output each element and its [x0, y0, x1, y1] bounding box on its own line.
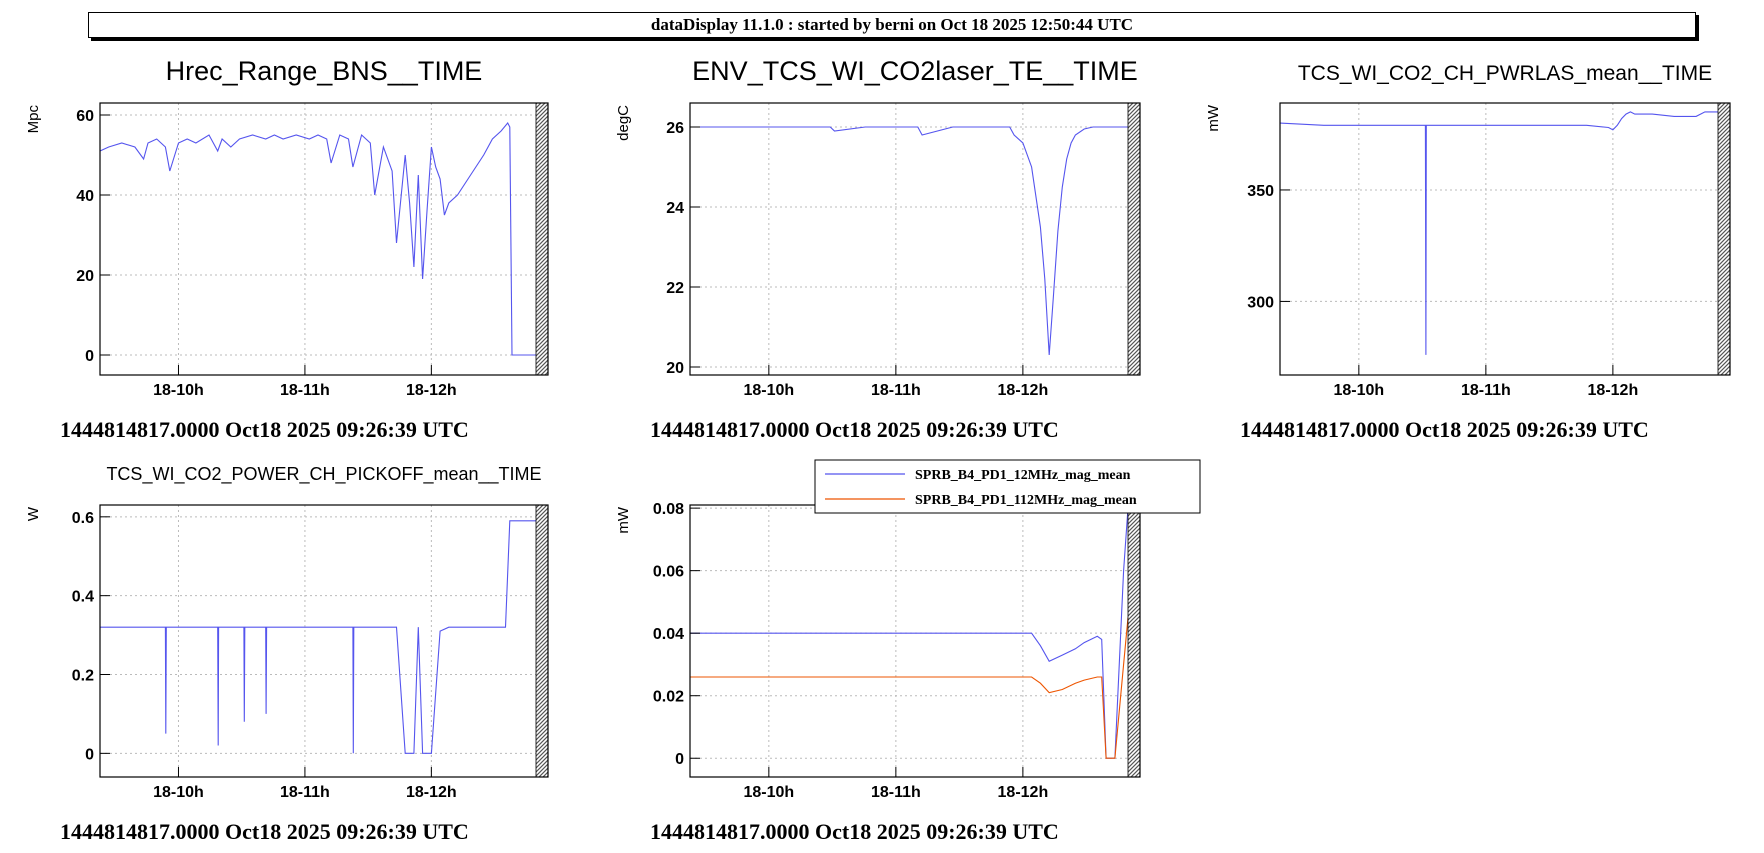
y-tick-label: 0.02 — [653, 689, 684, 706]
banner: dataDisplay 11.1.0 : started by berni on… — [88, 12, 1696, 38]
x-tick-label: 18-12h — [1588, 382, 1639, 399]
y-tick-label: 0 — [85, 348, 94, 365]
timestamp: 1444814817.0000 Oct18 2025 09:26:39 UTC — [650, 417, 1059, 442]
x-tick-label: 18-10h — [743, 784, 794, 801]
x-tick-label: 18-11h — [280, 382, 330, 399]
chart-3: TCS_WI_CO2_CH_PWRLAS_mean__TIME mW 300 350 1… — [1205, 62, 1731, 442]
hatch-band — [535, 102, 549, 376]
y-tick-label: 0.04 — [653, 626, 684, 643]
chart-title: TCS_WI_CO2_POWER_CH_PICKOFF_mean__TIME — [106, 464, 541, 485]
y-tick-label: 0.2 — [72, 668, 94, 685]
series-line-1 — [1279, 111, 1718, 355]
plot-frame — [1279, 102, 1731, 376]
y-tick-label: 20 — [666, 360, 684, 377]
y-tick-label: 300 — [1247, 294, 1274, 311]
chart-title: TCS_WI_CO2_CH_PWRLAS_mean__TIME — [1298, 62, 1712, 85]
series-line-1 — [99, 122, 536, 356]
series-line-1 — [690, 508, 1129, 759]
y-axis-label: mW — [615, 506, 632, 533]
chart-1: Hrec_Range_BNS__TIME Mpc 0 20 40 60 18-10h 18-1… — [25, 56, 549, 442]
y-tick-label: 60 — [76, 108, 94, 125]
x-tick-label: 18-11h — [1461, 382, 1511, 399]
x-tick-label: 18-12h — [998, 382, 1049, 399]
timestamp: 1444814817.0000 Oct18 2025 09:26:39 UTC — [650, 819, 1059, 844]
y-tick-label: 20 — [76, 268, 94, 285]
x-tick-label: 18-11h — [871, 382, 921, 399]
x-tick-label: 18-10h — [743, 382, 794, 399]
x-tick-label: 18-10h — [153, 382, 204, 399]
hatch-band — [535, 504, 549, 778]
x-tick-label: 18-10h — [153, 784, 204, 801]
y-tick-label: 40 — [76, 188, 94, 205]
y-tick-label: 0.4 — [72, 589, 94, 606]
x-tick-label: 18-12h — [998, 784, 1049, 801]
y-axis-label: W — [25, 506, 42, 521]
x-tick-label: 18-11h — [280, 784, 330, 801]
plot-frame — [689, 102, 1141, 376]
y-tick-label: 24 — [666, 200, 684, 217]
plot-frame — [99, 504, 549, 778]
y-axis-label: mW — [1205, 104, 1222, 131]
timestamp: 1444814817.0000 Oct18 2025 09:26:39 UTC — [60, 417, 469, 442]
timestamp: 1444814817.0000 Oct18 2025 09:26:39 UTC — [60, 819, 469, 844]
x-tick-label: 18-11h — [871, 784, 921, 801]
chart-5: mW 0 0.02 0.04 0.06 0.08 18-10h 18-11h 18-12h 144… — [615, 459, 1201, 844]
chart-4: TCS_WI_CO2_POWER_CH_PICKOFF_mean__TIME W 0… — [25, 464, 549, 844]
x-tick-label: 18-10h — [1333, 382, 1384, 399]
y-axis-label: degC — [615, 105, 632, 141]
chart-2: ENV_TCS_WI_CO2laser_TE__TIME degC 20 22 24 26… — [615, 56, 1141, 442]
y-tick-label: 0.08 — [653, 501, 684, 518]
y-tick-label: 0.6 — [72, 510, 94, 527]
y-tick-label: 0.06 — [653, 564, 684, 581]
y-axis-label: Mpc — [25, 105, 42, 134]
series-line-2 — [690, 617, 1129, 759]
x-tick-label: 18-12h — [406, 382, 457, 399]
chart-title: ENV_TCS_WI_CO2laser_TE__TIME — [692, 56, 1138, 86]
plot-frame — [99, 102, 549, 376]
y-tick-label: 0 — [85, 746, 94, 763]
y-tick-label: 22 — [666, 280, 684, 297]
hatch-band — [1127, 504, 1141, 778]
y-tick-label: 0 — [675, 751, 684, 768]
legend-label: SPRB_B4_PD1_112MHz_mag_mean — [915, 493, 1137, 508]
series-line-1 — [690, 126, 1128, 356]
timestamp: 1444814817.0000 Oct18 2025 09:26:39 UTC — [1240, 417, 1649, 442]
plot-frame — [689, 504, 1141, 778]
chart-title: Hrec_Range_BNS__TIME — [166, 56, 483, 86]
legend-box — [814, 459, 1201, 514]
hatch-band — [1127, 102, 1141, 376]
legend: SPRB_B4_PD1_12MHz_mag_mean SPRB_B4_PD1_11… — [814, 459, 1201, 514]
y-tick-label: 350 — [1247, 183, 1274, 200]
hatch-band — [1717, 102, 1731, 376]
y-tick-label: 26 — [666, 120, 684, 137]
x-tick-label: 18-12h — [406, 784, 457, 801]
legend-label: SPRB_B4_PD1_12MHz_mag_mean — [915, 468, 1131, 483]
series-line-1 — [100, 520, 536, 754]
